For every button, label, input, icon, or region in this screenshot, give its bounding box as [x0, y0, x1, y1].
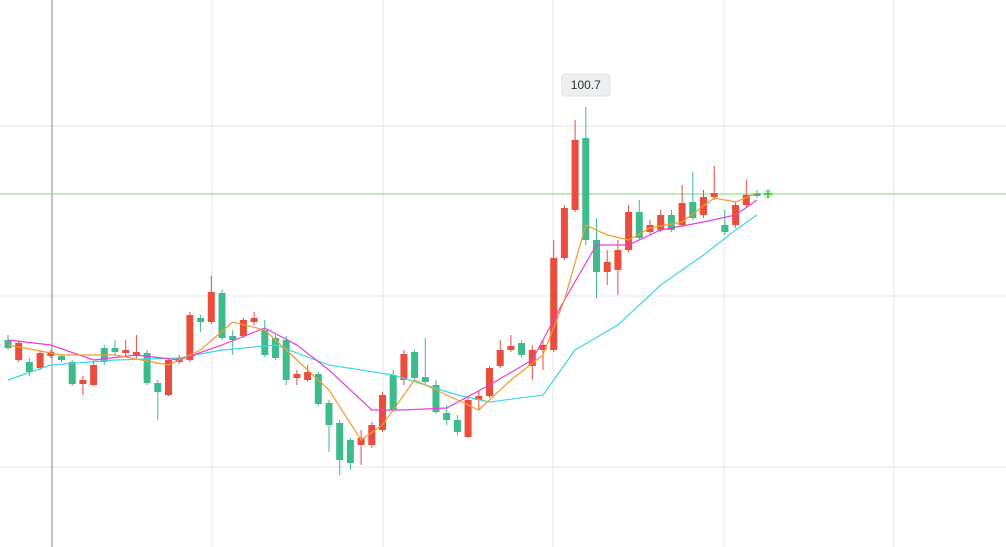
candle-body [742, 195, 750, 205]
candle-body [272, 338, 279, 358]
candle-body [293, 374, 301, 378]
moving-average-line [7, 214, 758, 403]
candle-body [79, 380, 87, 384]
candle-body [90, 365, 98, 385]
moving-average-line [7, 192, 758, 441]
candle-body [528, 350, 536, 366]
moving-average-line [7, 199, 758, 411]
candle-body [400, 354, 408, 380]
candle-body [218, 293, 226, 338]
cursor-cross [764, 190, 772, 198]
candle-body [443, 413, 451, 420]
candle-body [432, 385, 440, 412]
candle-body [111, 348, 119, 352]
candle-body [25, 362, 33, 372]
candle-body [368, 425, 376, 445]
candle-body [496, 350, 504, 366]
candle-body [379, 395, 386, 430]
candle-body [15, 343, 23, 360]
candle-body [132, 352, 140, 356]
candle-body [68, 362, 76, 384]
candle-body [282, 340, 290, 380]
candle-body [571, 140, 579, 210]
candle-body [154, 383, 162, 392]
candle-body [336, 423, 344, 460]
max-label-box [561, 73, 611, 97]
candle-body [453, 420, 461, 432]
candle-body [346, 440, 354, 463]
candle-body [678, 203, 686, 225]
candle-body [250, 318, 258, 322]
candle-body [486, 368, 493, 396]
candle-body [4, 340, 12, 348]
candle-body [625, 212, 633, 250]
candle-body [58, 356, 65, 360]
candle-body [560, 208, 568, 258]
max-label: 100.7 [571, 78, 601, 92]
candle-body [507, 346, 515, 350]
candle-body [261, 330, 269, 355]
candle-body [314, 374, 322, 404]
candle-body [229, 336, 237, 340]
candle-body [539, 345, 547, 350]
candle-body [186, 315, 194, 360]
candle-body [143, 353, 151, 383]
candle-body [593, 240, 600, 272]
candle-body [411, 352, 419, 378]
candle-body [325, 403, 333, 425]
candle-body [710, 193, 718, 197]
candle-body [239, 320, 247, 336]
candle-body [635, 212, 643, 238]
candle-body [165, 360, 172, 395]
candle-body [518, 343, 526, 355]
candle-body [421, 377, 429, 382]
candle-body [550, 258, 558, 350]
candle-body [475, 396, 483, 400]
candle-body [304, 372, 312, 380]
candle-body [657, 215, 665, 230]
candle-body [36, 353, 44, 368]
candle-body [603, 262, 611, 272]
candle-body [122, 350, 130, 353]
candle-body [614, 250, 622, 270]
candle-body [389, 375, 397, 410]
candle-body [197, 318, 205, 322]
candle-body [207, 292, 215, 322]
candle-body [47, 352, 55, 356]
candle-body [582, 138, 590, 240]
candle-body [689, 202, 697, 218]
candle-body [721, 225, 729, 232]
candle-body [464, 400, 472, 437]
candle-body [357, 438, 365, 445]
candle-body [667, 215, 675, 230]
candle-body [753, 193, 761, 196]
